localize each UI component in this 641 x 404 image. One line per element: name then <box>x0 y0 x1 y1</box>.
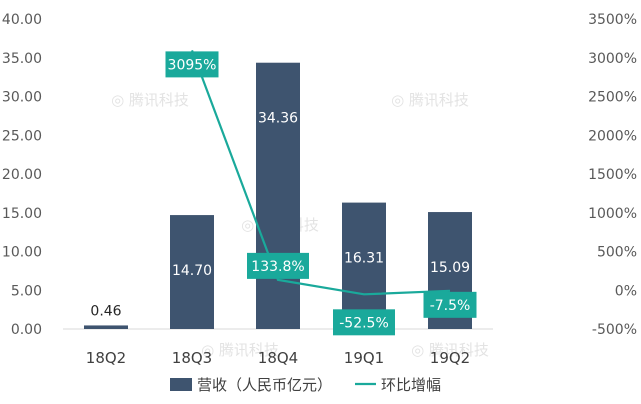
watermark: ◎ 腾讯科技 <box>411 341 489 359</box>
left-axis-tick: 0.00 <box>11 322 42 338</box>
right-axis-tick: 0% <box>615 283 637 299</box>
right-axis-tick: 3500% <box>588 12 637 28</box>
right-axis-tick: 3000% <box>588 51 637 67</box>
legend-bar-label: 营收（人民币亿元） <box>197 376 332 394</box>
legend-line-label: 环比增幅 <box>381 376 441 394</box>
bar-data-label: 0.46 <box>90 303 121 319</box>
watermark: ◎ 腾讯科技 <box>201 341 279 359</box>
growth-label-box <box>247 252 309 279</box>
right-axis-tick: 1500% <box>588 167 637 183</box>
growth-data-label: 133.8% <box>251 259 304 275</box>
left-axis-tick: 35.00 <box>2 51 42 67</box>
x-axis-tick: 18Q3 <box>172 349 212 367</box>
bar-data-label: 14.70 <box>172 263 212 279</box>
left-axis-tick: 10.00 <box>2 245 42 261</box>
x-axis-tick: 18Q2 <box>86 349 126 367</box>
watermark: ◎ 腾讯科技 <box>111 91 189 109</box>
bar-data-label: 16.31 <box>344 251 384 267</box>
bar-data-label: 34.36 <box>258 111 298 127</box>
left-axis-tick: 15.00 <box>2 206 42 222</box>
watermark: ◎ 腾讯科技 <box>391 91 469 109</box>
left-axis-tick: 30.00 <box>2 90 42 106</box>
growth-line <box>190 50 451 296</box>
x-axis-tick: 18Q4 <box>258 349 298 367</box>
left-axis-tick: 40.00 <box>2 12 42 28</box>
x-axis-tick: 19Q2 <box>430 349 470 367</box>
growth-label-box <box>333 309 395 336</box>
bar <box>84 325 128 329</box>
growth-data-label: -7.5% <box>430 298 471 314</box>
bar <box>256 62 300 330</box>
bar <box>170 215 214 329</box>
left-axis-tick: 5.00 <box>11 283 42 299</box>
x-axis-tick: 19Q1 <box>344 349 384 367</box>
bar-data-label: 15.09 <box>430 260 470 276</box>
right-axis-tick: 2500% <box>588 90 637 106</box>
left-axis-tick: 20.00 <box>2 167 42 183</box>
right-axis-tick: 500% <box>597 245 637 261</box>
growth-data-label: -52.5% <box>339 315 389 331</box>
growth-data-label: 3095% <box>168 57 217 73</box>
legend-bar-swatch <box>170 378 192 391</box>
right-axis-tick: 1000% <box>588 206 637 222</box>
right-axis-tick: -500% <box>592 322 637 338</box>
growth-label-box <box>423 291 477 318</box>
right-axis-tick: 2000% <box>588 128 637 144</box>
left-axis-tick: 25.00 <box>2 128 42 144</box>
growth-label-box <box>165 51 219 78</box>
bar <box>342 202 386 329</box>
